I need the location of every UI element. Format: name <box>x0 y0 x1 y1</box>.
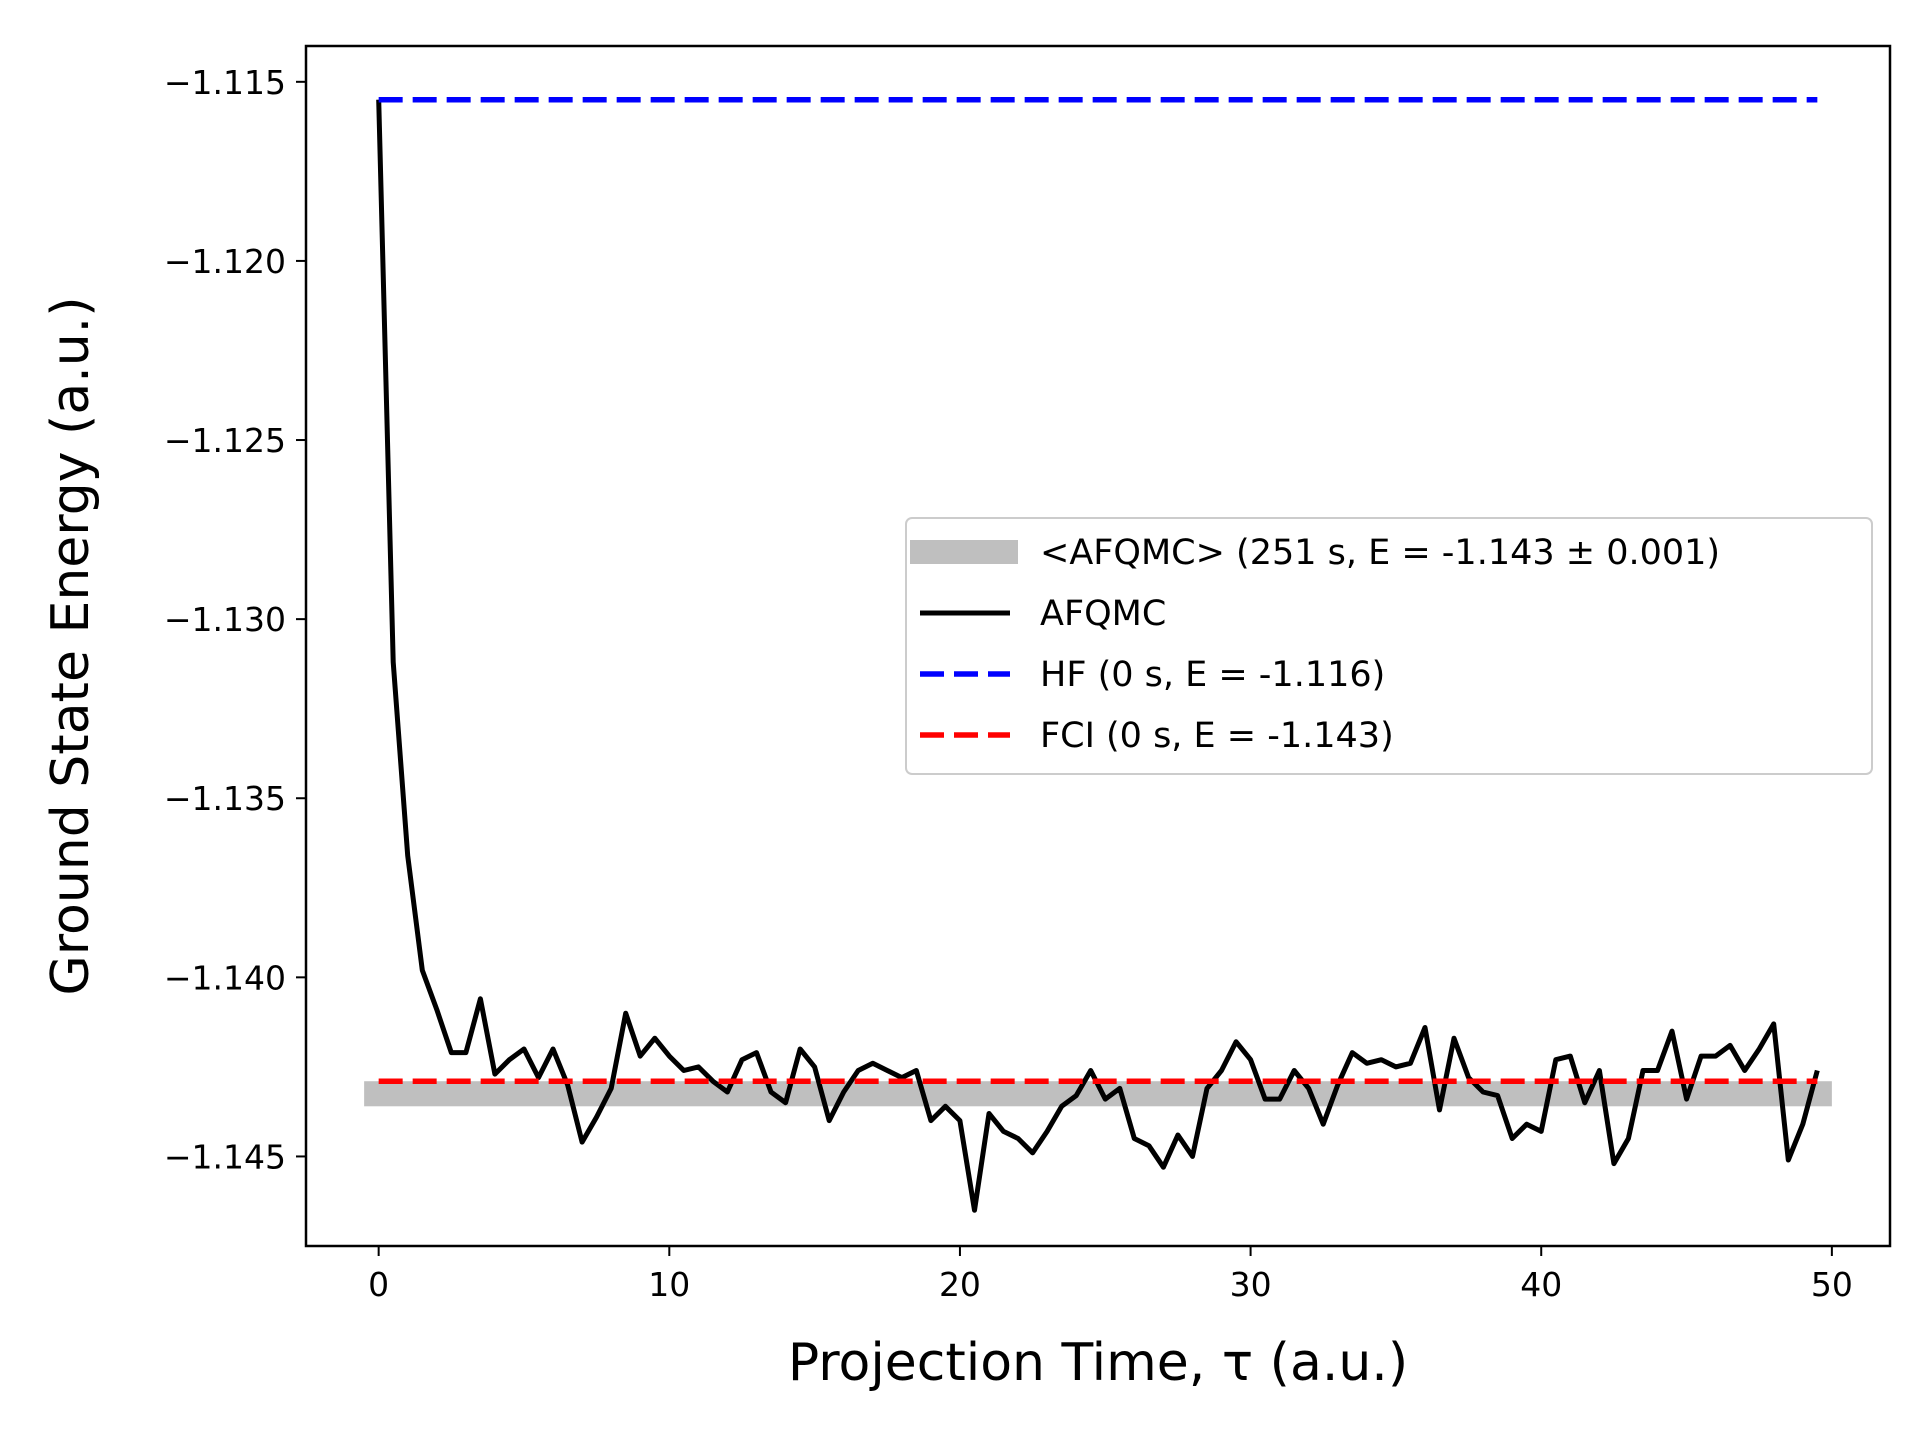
x-axis: 0 10 20 30 40 50 <box>368 1246 1853 1304</box>
legend-label: HF (0 s, E = -1.116) <box>1040 655 1385 695</box>
y-tick-label: −1.115 <box>164 63 286 102</box>
x-tick-label: 0 <box>368 1265 389 1304</box>
x-tick-label: 20 <box>939 1265 981 1304</box>
legend-swatch-band <box>910 540 1018 564</box>
legend-label: FCI (0 s, E = -1.143) <box>1040 716 1394 756</box>
x-axis-title: Projection Time, τ (a.u.) <box>788 1333 1408 1393</box>
y-tick-label: −1.120 <box>164 242 286 281</box>
axes-frame <box>304 44 1892 1248</box>
x-tick-label: 40 <box>1520 1265 1562 1304</box>
legend-box <box>905 517 1873 775</box>
legend-label: <AFQMC> (251 s, E = -1.143 ± 0.001) <box>1040 533 1720 573</box>
plot-area <box>364 96 1832 1213</box>
y-axis-title: Ground State Energy (a.u.) <box>41 296 101 995</box>
y-tick-label: −1.125 <box>164 421 286 460</box>
y-tick-label: −1.145 <box>164 1137 286 1176</box>
y-axis: −1.115 −1.120 −1.125 −1.130 −1.135 −1.140 −1.1… <box>164 63 306 1176</box>
y-tick-label: −1.140 <box>164 958 286 997</box>
x-tick-label: 10 <box>648 1265 690 1304</box>
legend-label: AFQMC <box>1040 594 1166 634</box>
x-tick-label: 30 <box>1230 1265 1272 1304</box>
y-tick-label: −1.130 <box>164 600 286 639</box>
legend: <AFQMC> (251 s, E = -1.143 ± 0.001) AFQMC… <box>905 517 1873 775</box>
x-tick-label: 50 <box>1811 1265 1853 1304</box>
y-tick-label: −1.135 <box>164 779 286 818</box>
